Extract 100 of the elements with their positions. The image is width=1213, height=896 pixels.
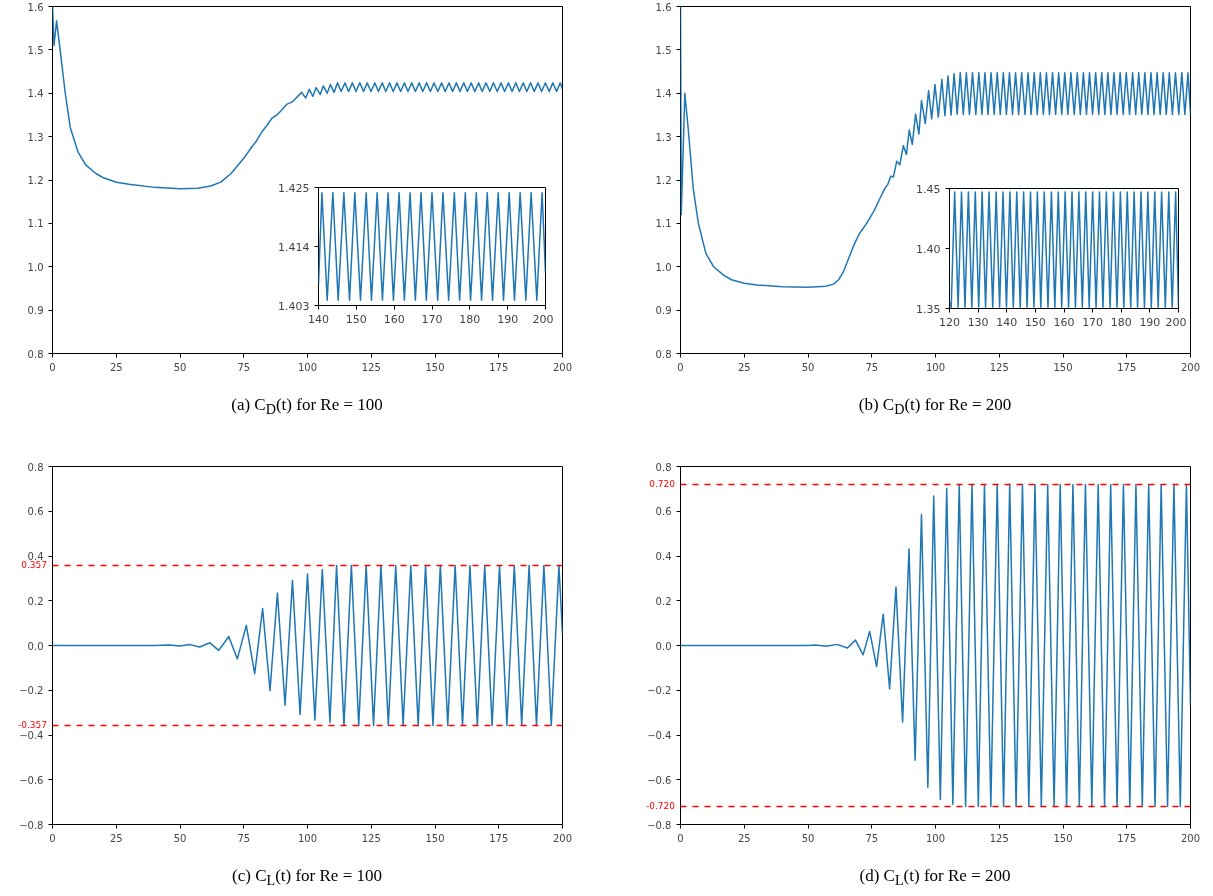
x-tick-label: 75 — [865, 832, 879, 844]
y-tick-label: 1.0 — [655, 261, 672, 273]
x-tick-label: 190 — [1139, 315, 1161, 329]
x-tick-label: 140 — [308, 312, 329, 326]
line-series — [52, 564, 563, 727]
x-tick-label: 200 — [532, 312, 554, 326]
x-tick-label: 120 — [939, 315, 960, 329]
x-tick-label: 130 — [967, 315, 989, 329]
ref-line-label: -0.720 — [645, 800, 675, 813]
y-tick-label: −0.2 — [647, 685, 672, 697]
y-tick-label: 1.2 — [27, 175, 44, 186]
y-tick-label: −0.2 — [19, 685, 44, 697]
ref-line-label: -0.357 — [17, 718, 47, 731]
x-tick-label: 75 — [237, 361, 251, 373]
text: (c) C$_{L}$(t) for Re = 100 — [231, 866, 383, 890]
y-tick-label: 0.2 — [27, 595, 44, 607]
y-tick-label: 1.35 — [916, 302, 941, 316]
x-tick-label: 25 — [109, 361, 123, 373]
x-tick-label: 160 — [1053, 315, 1075, 329]
x-tick-label: 200 — [1180, 361, 1201, 373]
y-tick-label: 1.1 — [655, 218, 672, 230]
text: (b) C$_{D}$(t) for Re = 200 — [857, 395, 1013, 419]
x-tick-label: 50 — [173, 832, 187, 844]
y-tick-label: 1.414 — [278, 240, 310, 254]
x-tick-label: 25 — [737, 832, 751, 844]
y-tick-label: −0.4 — [647, 730, 672, 741]
x-tick-label: 125 — [989, 361, 1009, 373]
y-tick-label: 1.6 — [655, 1, 672, 13]
x-tick-label: 140 — [996, 315, 1018, 329]
y-tick-label: 0.2 — [655, 595, 672, 607]
x-tick-label: 125 — [989, 832, 1009, 844]
y-tick-label: 0.8 — [27, 461, 44, 473]
y-tick-label: 0.8 — [655, 461, 672, 473]
x-tick-label: 180 — [1110, 315, 1132, 329]
text: (a) C$_{D}$(t) for Re = 100 — [230, 395, 384, 419]
y-tick-label: 0.9 — [655, 305, 672, 317]
y-tick-label: 0.6 — [655, 506, 672, 518]
x-tick-label: 75 — [865, 361, 879, 373]
x-tick-label: 175 — [489, 832, 509, 844]
y-tick-label: 1.425 — [278, 181, 310, 195]
x-tick-label: 150 — [345, 312, 367, 326]
y-tick-label: 0.0 — [655, 640, 672, 652]
x-tick-label: 0 — [49, 361, 56, 373]
y-tick-label: 0.4 — [27, 551, 44, 562]
x-tick-label: 0 — [677, 361, 684, 373]
x-tick-label: 175 — [1117, 361, 1137, 373]
x-tick-label: 125 — [361, 832, 381, 844]
x-tick-label: 150 — [1053, 832, 1073, 844]
y-tick-label: −0.6 — [647, 774, 672, 786]
y-tick-label: 1.403 — [278, 299, 310, 313]
y-tick-label: 0.9 — [27, 305, 44, 317]
x-tick-label: 150 — [425, 361, 445, 373]
line-series — [318, 192, 546, 301]
y-tick-label: 0.4 — [655, 551, 672, 562]
y-tick-label: 0.8 — [27, 348, 44, 360]
x-tick-label: 150 — [1024, 315, 1046, 329]
x-tick-label: 150 — [1053, 361, 1073, 373]
x-tick-label: 25 — [737, 361, 751, 373]
x-tick-label: 0 — [677, 832, 684, 844]
y-tick-label: 1.4 — [27, 88, 44, 100]
x-tick-label: 190 — [497, 312, 519, 326]
x-tick-label: 25 — [109, 832, 123, 844]
x-tick-label: 0 — [49, 832, 56, 844]
x-tick-label: 160 — [383, 312, 405, 326]
y-tick-label: 1.3 — [27, 131, 44, 143]
x-tick-label: 200 — [552, 361, 573, 373]
x-tick-label: 125 — [361, 361, 381, 373]
y-tick-label: 0.0 — [27, 640, 44, 652]
x-tick-label: 50 — [801, 832, 815, 844]
x-tick-label: 50 — [173, 361, 187, 373]
y-tick-label: −0.8 — [19, 819, 44, 831]
y-tick-label: 1.3 — [655, 131, 672, 143]
x-tick-label: 100 — [297, 361, 318, 373]
x-tick-label: 170 — [421, 312, 443, 326]
x-tick-label: 100 — [297, 832, 318, 844]
y-tick-label: 1.0 — [27, 261, 44, 273]
y-tick-label: 1.2 — [655, 175, 672, 186]
y-tick-label: 1.4 — [655, 88, 672, 100]
y-tick-label: −0.6 — [19, 774, 44, 786]
text: (d) C$_{L}$(t) for Re = 200 — [858, 866, 1012, 890]
y-tick-label: 1.5 — [655, 44, 672, 56]
x-tick-label: 175 — [489, 361, 509, 373]
y-tick-label: 1.6 — [27, 1, 44, 13]
y-tick-label: −0.8 — [647, 819, 672, 831]
x-tick-label: 200 — [1180, 832, 1201, 844]
x-tick-label: 170 — [1082, 315, 1104, 329]
x-tick-label: 200 — [1165, 315, 1187, 329]
y-tick-label: −0.4 — [19, 730, 44, 741]
ref-line-label: 0.720 — [648, 477, 675, 490]
ref-line-label: 0.357 — [20, 560, 47, 572]
x-tick-label: 175 — [1117, 832, 1137, 844]
y-tick-label: 0.8 — [655, 348, 672, 360]
x-tick-label: 100 — [925, 361, 946, 373]
x-tick-label: 50 — [801, 361, 815, 373]
y-tick-label: 1.5 — [27, 44, 44, 56]
y-tick-label: 1.40 — [916, 242, 941, 256]
x-tick-label: 200 — [552, 832, 573, 844]
x-tick-label: 100 — [925, 832, 946, 844]
x-tick-label: 150 — [425, 832, 445, 844]
x-tick-label: 75 — [237, 832, 251, 844]
